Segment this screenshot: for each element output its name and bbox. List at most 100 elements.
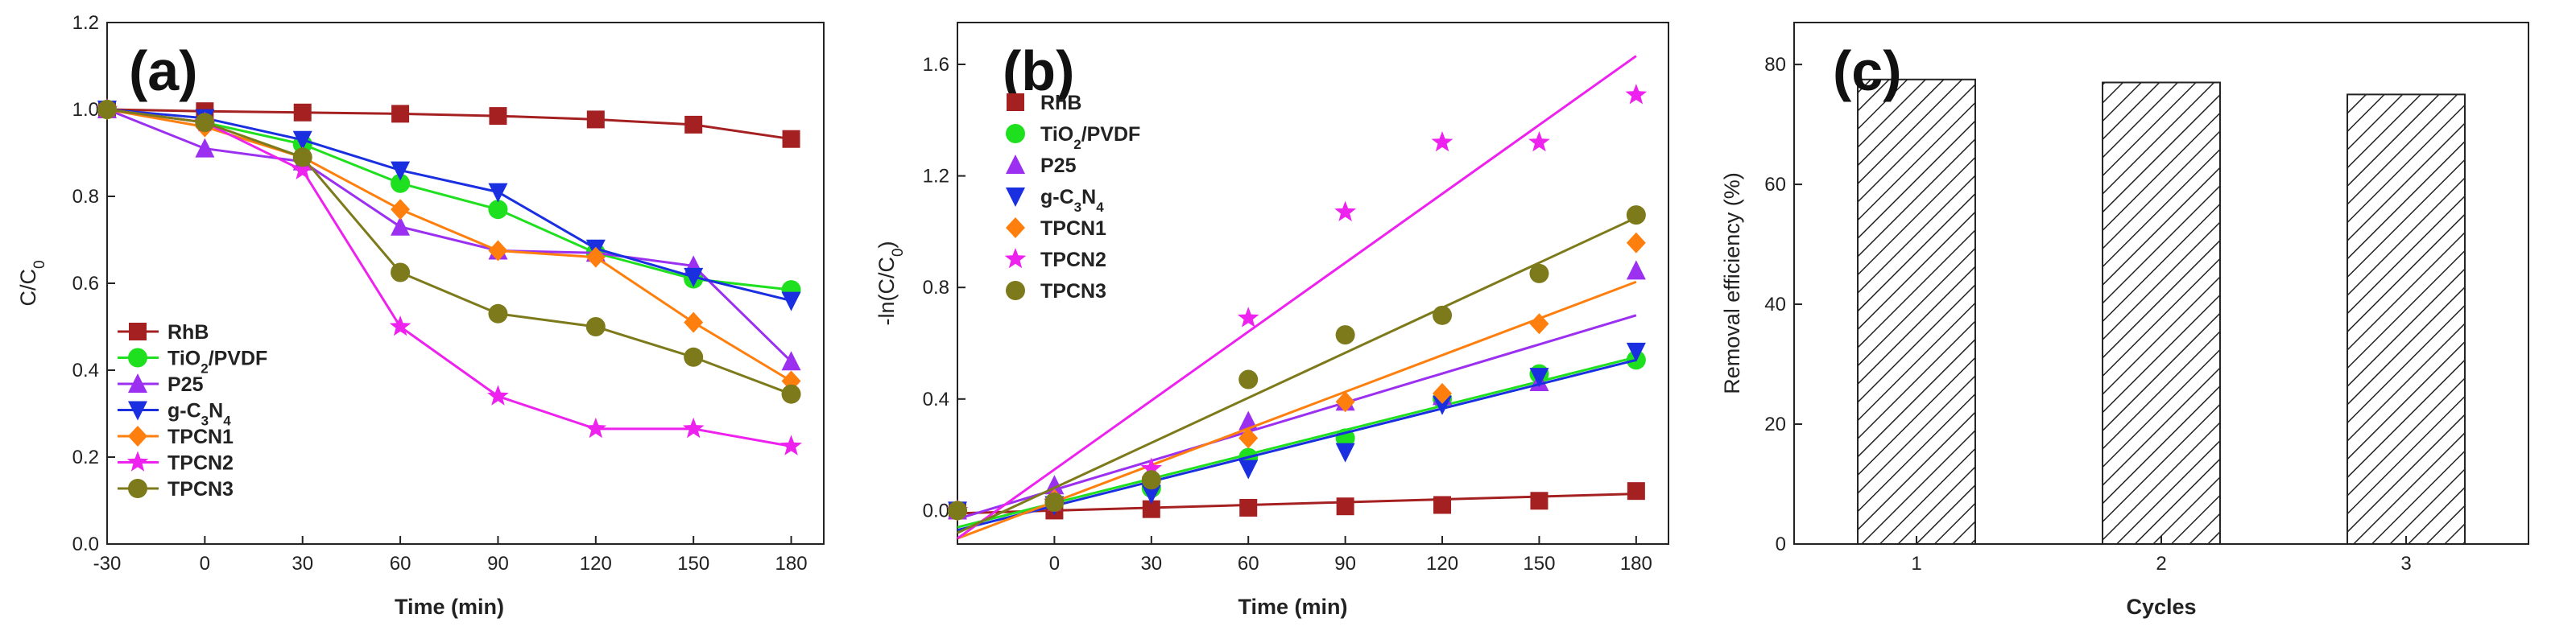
data-point-P25 bbox=[195, 138, 215, 158]
data-point-TPCN3 bbox=[488, 303, 508, 324]
data-point-TPCN3 bbox=[1141, 470, 1161, 490]
data-point-TPCN3 bbox=[292, 147, 312, 167]
series-line-TPCN3 bbox=[106, 108, 792, 396]
data-point-RhB bbox=[391, 105, 410, 123]
data-point-RhB bbox=[489, 107, 507, 126]
panel-c-chart: 0 20 40 60 80 1 2 3 Cycles Removal efficiency (%)… bbox=[1720, 22, 2529, 619]
data-point-TPCN2 bbox=[1431, 131, 1453, 152]
data-point-TPCN3 bbox=[391, 262, 411, 282]
data-point-g-C3N4 bbox=[391, 161, 411, 181]
legend-marker bbox=[1006, 217, 1025, 238]
y-tick-label: 0.2 bbox=[72, 447, 99, 468]
series-line-TPCN1 bbox=[106, 108, 792, 382]
legend-label: P25 bbox=[1040, 155, 1077, 177]
data-point-TPCN3 bbox=[1238, 369, 1259, 390]
data-point-TPCN3 bbox=[1044, 493, 1065, 513]
data-point-TPCN3 bbox=[1335, 325, 1355, 345]
fit-line-TPCN3 bbox=[957, 216, 1637, 534]
legend-marker bbox=[128, 373, 147, 393]
y-tick-label: 0.6 bbox=[72, 273, 99, 295]
fit-line-P25 bbox=[957, 314, 1637, 521]
x-tick-label: 0 bbox=[200, 553, 210, 575]
data-point-TPCN2 bbox=[1334, 200, 1356, 221]
legend-label: TPCN1 bbox=[1040, 217, 1106, 240]
legend-label: TPCN2 bbox=[167, 452, 234, 475]
x-axis-label: Time (min) bbox=[1238, 595, 1347, 619]
bar bbox=[2102, 81, 2221, 545]
x-tick-label: 180 bbox=[775, 553, 808, 575]
data-point-g-C3N4 bbox=[1626, 342, 1646, 362]
data-point-TPCN2 bbox=[292, 159, 313, 179]
x-tick-label: 150 bbox=[1523, 553, 1555, 575]
data-point-TiO2/PVDF bbox=[488, 200, 508, 220]
data-point-TPCN2 bbox=[487, 385, 509, 406]
data-point-RhB bbox=[1530, 492, 1548, 510]
data-point-P25 bbox=[1626, 260, 1646, 280]
series-line-TiO2/PVDF bbox=[106, 108, 792, 291]
y-tick-label: 0.4 bbox=[923, 389, 949, 410]
series-line-RhB bbox=[106, 108, 792, 141]
data-point-TPCN2 bbox=[1140, 457, 1163, 478]
fit-line-TiO2/PVDF bbox=[957, 356, 1637, 529]
legend-label: g-C3N4 bbox=[1040, 186, 1104, 215]
y-tick-label: 80 bbox=[1764, 54, 1786, 76]
legend-marker bbox=[1006, 188, 1025, 207]
x-tick-label: -30 bbox=[93, 553, 122, 575]
data-point-TPCN3 bbox=[1433, 305, 1453, 325]
series-line-TPCN2 bbox=[106, 108, 792, 447]
legend-marker bbox=[1007, 93, 1024, 111]
data-point-RhB bbox=[1142, 500, 1160, 518]
x-tick-label: 90 bbox=[487, 553, 509, 575]
data-point-RhB bbox=[782, 130, 800, 148]
data-point-RhB bbox=[586, 110, 605, 129]
y-tick-label: 1.2 bbox=[72, 12, 99, 34]
panel-b-chart: 0 30 60 90 120 150 180 0.0 0.4 0.8 1.2 1.6 Time (min… bbox=[875, 22, 1669, 619]
fit-line-TPCN2 bbox=[957, 55, 1637, 540]
y-tick-label: 1.6 bbox=[923, 54, 949, 76]
y-axis-label: Removal efficiency (%) bbox=[1720, 172, 1744, 394]
x-axis-label: Time (min) bbox=[395, 595, 504, 619]
x-tick-label: 150 bbox=[677, 553, 709, 575]
legend-label: RhB bbox=[1040, 92, 1081, 114]
y-tick-label: 0.8 bbox=[923, 277, 949, 299]
x-tick-label: 180 bbox=[1620, 553, 1652, 575]
legend-label: TPCN3 bbox=[1040, 280, 1106, 303]
data-point-TPCN1 bbox=[1335, 391, 1355, 413]
y-tick-label: 40 bbox=[1764, 294, 1786, 315]
data-point-TPCN1 bbox=[1529, 313, 1549, 335]
panel-a-chart: -30 0 30 60 90 120 150 180 0.0 0.2 0.4 0.6 0.8 1.0 1.2… bbox=[16, 12, 825, 619]
y-tick-label: 0.0 bbox=[923, 500, 949, 521]
legend-label: TiO2/PVDF bbox=[1040, 123, 1140, 152]
data-point-RhB bbox=[293, 103, 312, 122]
panel-label-c: (c) bbox=[1833, 39, 1902, 102]
legend-marker bbox=[128, 479, 147, 498]
data-point-g-C3N4 bbox=[1238, 460, 1259, 480]
y-axis-label: -ln(C/C0) bbox=[875, 241, 907, 325]
panel-label-a: (a) bbox=[129, 39, 198, 102]
data-point-TPCN1 bbox=[488, 240, 508, 262]
y-tick-label: 1.0 bbox=[72, 99, 99, 121]
data-point-TiO2/PVDF bbox=[391, 173, 411, 193]
x-tick-label: 60 bbox=[1238, 553, 1259, 575]
data-point-TPCN1 bbox=[391, 199, 411, 221]
x-tick-label: 120 bbox=[1426, 553, 1458, 575]
x-tick-label: 2 bbox=[2156, 553, 2166, 575]
data-point-TPCN3 bbox=[585, 317, 606, 336]
legend-marker bbox=[128, 348, 147, 368]
series-line-g-C3N4 bbox=[106, 108, 792, 303]
data-point-TPCN1 bbox=[585, 246, 606, 268]
fit-line-TPCN1 bbox=[957, 280, 1637, 540]
data-point-TPCN2 bbox=[780, 435, 802, 455]
legend-label: TPCN1 bbox=[167, 426, 234, 448]
data-point-TPCN3 bbox=[1529, 263, 1549, 283]
y-axis-label: C/C0 bbox=[16, 260, 48, 306]
y-tick-label: 1.2 bbox=[923, 166, 949, 188]
data-point-g-C3N4 bbox=[1433, 395, 1453, 415]
bar bbox=[1857, 78, 1976, 546]
data-point-TPCN2 bbox=[682, 417, 705, 439]
panel-label-b: (b) bbox=[1003, 39, 1074, 102]
data-point-RhB bbox=[684, 115, 703, 134]
data-point-g-C3N4 bbox=[684, 267, 704, 287]
legend-label: P25 bbox=[167, 373, 204, 396]
